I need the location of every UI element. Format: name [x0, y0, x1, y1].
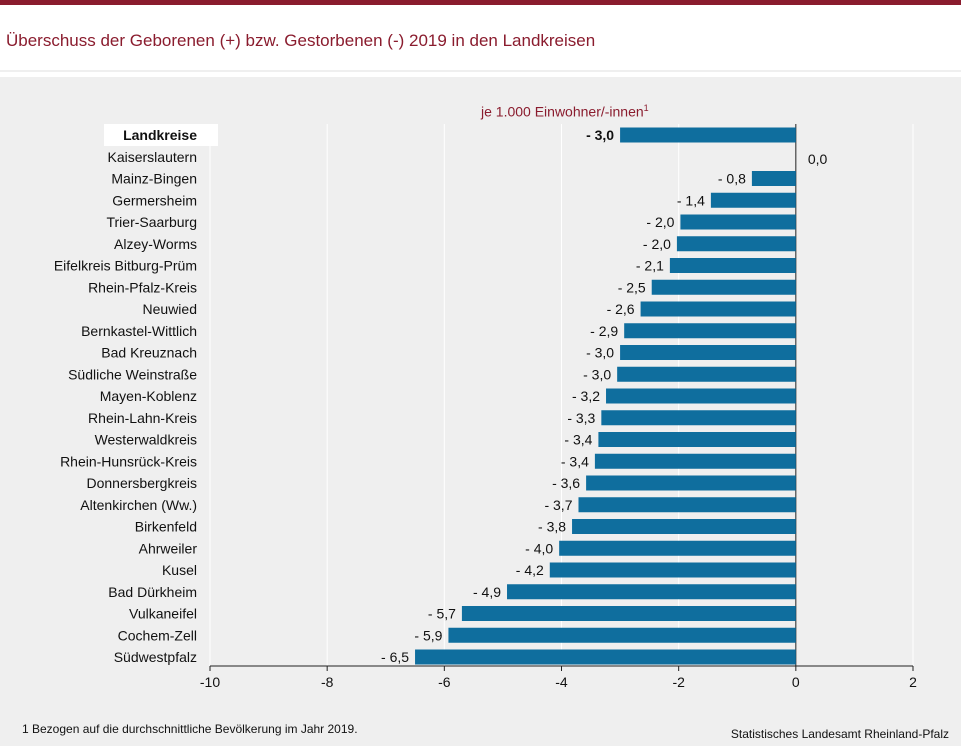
highlight-label-box [104, 124, 218, 146]
category-label: Rhein-Pfalz-Kreis [88, 279, 197, 295]
category-label: Bad Dürkheim [108, 584, 197, 600]
value-label: - 2,0 [643, 236, 671, 252]
bar [710, 192, 796, 208]
bar [651, 279, 796, 295]
bar [601, 410, 796, 426]
value-label: - 3,6 [552, 475, 580, 491]
bar [448, 627, 796, 643]
x-tick-label: -6 [438, 674, 451, 690]
value-label: - 5,7 [428, 606, 456, 622]
title-divider [0, 72, 961, 77]
category-label: Mayen-Koblenz [100, 388, 197, 404]
x-tick-label: -4 [555, 674, 568, 690]
value-label: - 3,0 [586, 127, 614, 143]
category-label: Rhein-Hunsrück-Kreis [60, 453, 197, 469]
chart-title: Überschuss der Geborenen (+) bzw. Gestor… [6, 31, 596, 50]
value-label: - 3,2 [572, 388, 600, 404]
bar [624, 323, 796, 339]
unit-label: je 1.000 Einwohner/-innen1 [481, 103, 649, 120]
category-label: Westerwaldkreis [95, 432, 197, 448]
category-label: Alzey-Worms [114, 236, 197, 252]
value-label: - 0,8 [718, 171, 746, 187]
category-label: Kaiserslautern [108, 149, 198, 165]
bar [598, 432, 796, 447]
x-tick-label: -2 [672, 674, 685, 690]
category-label: Vulkaneifel [129, 606, 197, 622]
category-label: Birkenfeld [135, 519, 197, 535]
value-label: - 3,4 [561, 453, 589, 469]
value-label: - 5,9 [414, 627, 442, 643]
footnote: 1 Bezogen auf die durchschnittliche Bevö… [22, 722, 358, 736]
bar [669, 258, 796, 273]
x-tick-label: -8 [321, 674, 334, 690]
top-rule [0, 0, 961, 5]
bar [549, 562, 796, 578]
value-label: - 3,0 [583, 366, 611, 382]
bar [751, 171, 796, 186]
category-label: Kusel [162, 562, 197, 578]
value-label: - 2,5 [618, 279, 646, 295]
value-label: - 1,4 [677, 192, 705, 208]
bar [676, 236, 796, 252]
value-label: 0,0 [808, 151, 828, 167]
value-label: - 3,7 [544, 497, 572, 513]
value-label: - 6,5 [381, 649, 409, 665]
category-label: Südwestpfalz [114, 649, 197, 665]
value-label: - 2,9 [590, 323, 618, 339]
category-label: Bad Kreuznach [101, 345, 197, 361]
category-label: Eifelkreis Bitburg-Prüm [54, 258, 197, 274]
value-label: - 3,3 [567, 410, 595, 426]
bar [594, 453, 796, 469]
bar [620, 345, 796, 360]
bar [680, 214, 796, 230]
category-label: Südliche Weinstraße [68, 366, 197, 382]
bar [606, 388, 796, 404]
category-label: Germersheim [112, 192, 197, 208]
bar [461, 606, 796, 621]
category-label: Bernkastel-Wittlich [81, 323, 197, 339]
bar [572, 519, 796, 534]
value-label: - 2,6 [607, 301, 635, 317]
bar [578, 497, 796, 513]
category-label: Ahrweiler [139, 540, 198, 556]
value-label: - 4,9 [473, 584, 501, 600]
value-label: - 2,1 [636, 258, 664, 274]
value-label: - 4,2 [516, 562, 544, 578]
value-label: - 3,8 [538, 519, 566, 535]
value-label: - 4,0 [525, 540, 553, 556]
bar [640, 301, 796, 317]
category-label: Rhein-Lahn-Kreis [88, 410, 197, 426]
category-label: Mainz-Bingen [111, 171, 197, 187]
category-label: Donnersbergkreis [87, 475, 198, 491]
x-tick-label: -10 [200, 674, 220, 690]
category-label: Neuwied [143, 301, 197, 317]
value-label: - 3,0 [586, 345, 614, 361]
bar [620, 127, 796, 143]
unit-label-footnote-mark: 1 [643, 103, 649, 113]
unit-label-text: je 1.000 Einwohner/-innen [481, 103, 644, 120]
bar [507, 584, 796, 600]
bar [415, 649, 796, 665]
category-label: Altenkirchen (Ww.) [80, 497, 197, 513]
source-note: Statistisches Landesamt Rheinland-Pfalz [730, 727, 949, 741]
category-label: Landkreise [123, 127, 197, 143]
bar [586, 475, 796, 491]
value-label: - 2,0 [646, 214, 674, 230]
x-tick-label: 2 [909, 674, 917, 690]
x-tick-label: 0 [792, 674, 800, 690]
bar [559, 540, 796, 556]
category-label: Cochem-Zell [118, 627, 197, 643]
bar [617, 366, 796, 382]
category-label: Trier-Saarburg [106, 214, 197, 230]
value-label: - 3,4 [564, 432, 592, 448]
